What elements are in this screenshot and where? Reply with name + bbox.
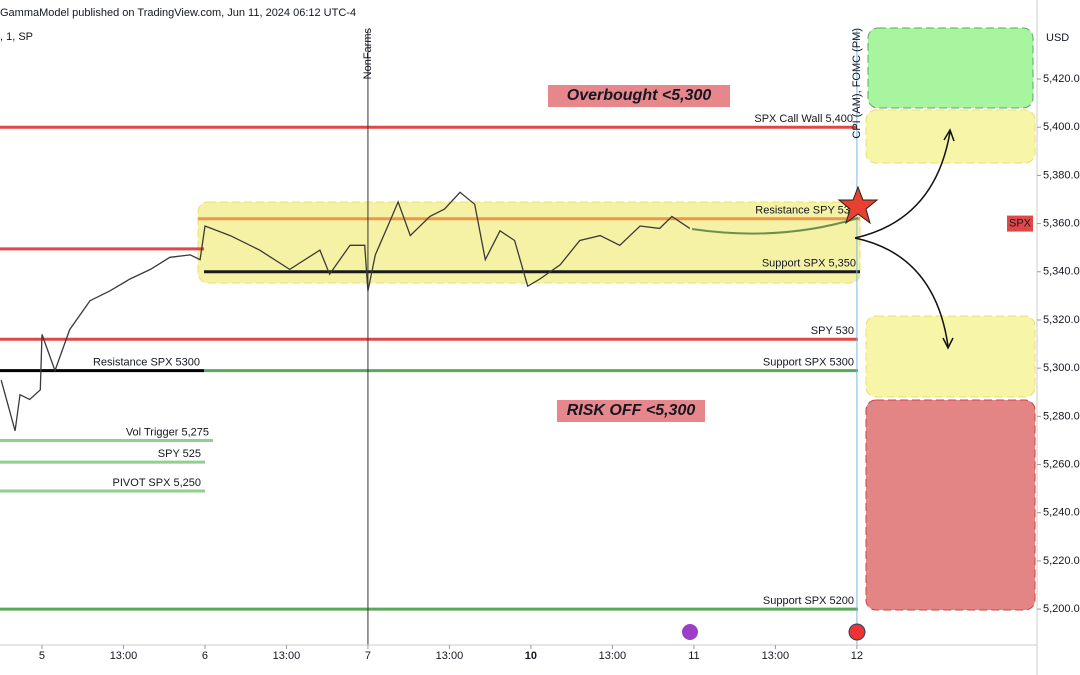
x-tick-label: 11 bbox=[688, 650, 699, 662]
y-tick-label: 5,340.0 bbox=[1043, 266, 1080, 278]
y-tick-label: 5,220.0 bbox=[1043, 555, 1080, 567]
level-label: PIVOT SPX 5,250 bbox=[113, 477, 201, 489]
x-tick-label: 12 bbox=[851, 650, 863, 662]
arrowhead bbox=[942, 337, 954, 350]
y-tick-label: 5,300.0 bbox=[1043, 362, 1080, 374]
y-tick-label: 5,380.0 bbox=[1043, 169, 1080, 181]
level-label: Vol Trigger 5,275 bbox=[126, 426, 209, 438]
level-label: Resistance SPY 536 bbox=[755, 205, 856, 217]
currency: USD bbox=[1046, 32, 1069, 44]
header: GammaModel published on TradingView.com,… bbox=[0, 7, 356, 19]
y-tick-label: 5,400.0 bbox=[1043, 121, 1080, 133]
event-icon bbox=[682, 624, 698, 640]
plot: SPX Call Wall 5,400 Resistance SPY 536 Sup… bbox=[0, 28, 863, 645]
level-label: SPY 525 bbox=[158, 448, 201, 460]
event-icon bbox=[848, 623, 866, 641]
event-label: CPI (AM), FOMC (PM) bbox=[851, 28, 863, 139]
x-tick-label: 13:00 bbox=[273, 650, 301, 662]
x-tick-label: 13:00 bbox=[436, 650, 464, 662]
projection bbox=[691, 217, 859, 235]
price-tag bbox=[1007, 215, 1033, 232]
arrowhead bbox=[943, 128, 955, 142]
y-tick-label: 5,200.0 bbox=[1043, 603, 1080, 615]
header-bg bbox=[0, 0, 340, 24]
y-tick-label: 5,420.0 bbox=[1043, 73, 1080, 85]
annotation: Overbought <5,300 bbox=[567, 87, 712, 104]
x-tick-label: 10 bbox=[525, 650, 537, 662]
x-tick-label: 13:00 bbox=[110, 650, 138, 662]
x-tick-label: 6 bbox=[202, 650, 208, 662]
level-label: SPY 530 bbox=[811, 325, 854, 337]
annotation: RISK OFF <5,300 bbox=[567, 402, 696, 419]
zone-yellow bbox=[865, 315, 1036, 398]
y-tick-label: 5,280.0 bbox=[1043, 410, 1080, 422]
arrow bbox=[854, 237, 949, 347]
level-label: SPX Call Wall 5,400 bbox=[754, 113, 853, 125]
star bbox=[837, 185, 879, 225]
y-tick-label: 5,360.0 bbox=[1043, 217, 1080, 229]
zone-red bbox=[865, 399, 1036, 611]
price-line bbox=[0, 191, 691, 431]
zone-green bbox=[867, 27, 1034, 109]
price-tag-label: SPX bbox=[1009, 217, 1032, 229]
y-tick-label: 5,240.0 bbox=[1043, 507, 1080, 519]
zone-range bbox=[197, 201, 861, 284]
level-label: Support SPX 5300 bbox=[763, 356, 854, 368]
symbol: , 1, SP bbox=[0, 31, 33, 43]
level-label: Support SPX 5200 bbox=[763, 595, 854, 607]
x-tick-label: 5 bbox=[39, 650, 45, 662]
y-tick-label: 5,260.0 bbox=[1043, 458, 1080, 470]
zone-yellow bbox=[865, 109, 1036, 164]
annotation-box bbox=[557, 400, 705, 422]
annotation-box bbox=[548, 85, 730, 107]
arrow bbox=[854, 131, 951, 239]
x-tick-label: 7 bbox=[365, 650, 371, 662]
level-label: Support SPX 5,350 bbox=[762, 258, 856, 270]
event-label: NonFarms bbox=[362, 28, 374, 80]
level-label: Resistance SPX 5300 bbox=[93, 356, 200, 368]
y-tick-label: 5,320.0 bbox=[1043, 314, 1080, 326]
x-tick-label: 13:00 bbox=[762, 650, 790, 662]
x-tick-label: 13:00 bbox=[599, 650, 627, 662]
